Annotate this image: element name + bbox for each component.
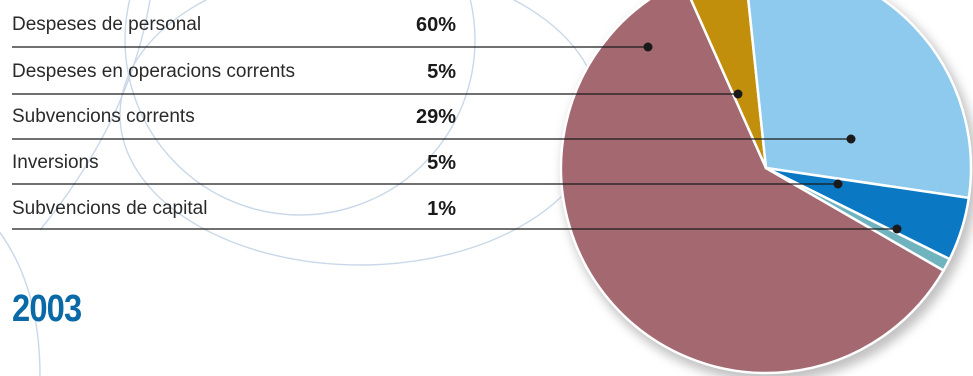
legend-row-despeses-personal: Despeses de personal 60%: [12, 14, 460, 44]
pie-slice-despeses-personal: [559, 0, 946, 375]
legend-label: Subvencions de capital: [12, 198, 208, 219]
pie-slice-operacions-corrents: [689, 0, 768, 169]
leader-dot-operacions-corrents: [733, 89, 743, 99]
legend-label: Subvencions corrents: [12, 106, 195, 127]
leader-dot-subvencions-corrents: [846, 134, 856, 144]
legend-label: Despeses en operacions corrents: [12, 61, 296, 82]
pie-slice-subvencions-capital: [765, 166, 952, 273]
year-label: 2003: [12, 288, 82, 330]
leader-dot-despeses-personal: [643, 42, 653, 52]
legend-label: Inversions: [12, 152, 99, 173]
legend-value: 29%: [415, 106, 456, 128]
legend-label: Despeses de personal: [12, 14, 202, 35]
legend-row-operacions-corrents: Despeses en operacions corrents 5%: [12, 61, 460, 91]
legend-value: 5%: [427, 61, 456, 83]
leader-dot-inversions: [833, 179, 843, 189]
legend-row-subvencions-capital: Subvencions de capital 1%: [12, 198, 460, 228]
legend-row-inversions: Inversions 5%: [12, 152, 460, 182]
legend-value: 5%: [427, 152, 456, 174]
legend-row-subvencions-corrents: Subvencions corrents 29%: [12, 106, 460, 136]
leader-dot-subvencions-capital: [892, 224, 902, 234]
legend-value: 1%: [427, 198, 456, 220]
pie-slice-subvencions-corrents: [747, 0, 973, 200]
legend-value: 60%: [415, 14, 456, 36]
